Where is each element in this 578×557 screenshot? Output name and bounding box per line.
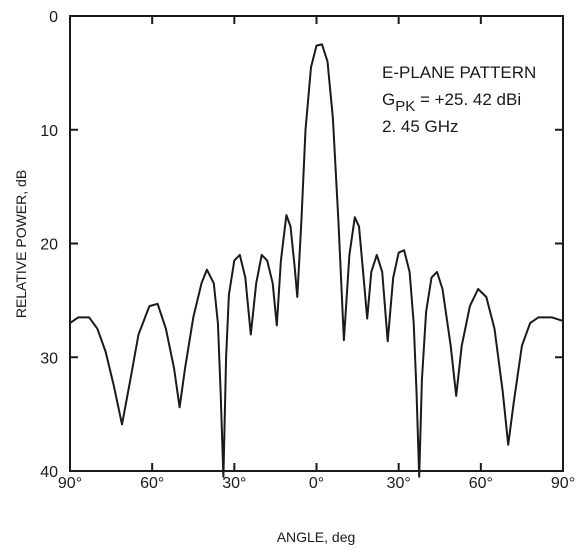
x-tick-label: 90° xyxy=(551,475,575,492)
x-tick-label: 90° xyxy=(58,475,82,492)
x-tick-label: 60° xyxy=(140,475,164,492)
y-tick-label: 20 xyxy=(40,237,58,254)
tick-marks xyxy=(69,15,564,472)
annotation-line-1: E-PLANE PATTERN xyxy=(382,63,536,82)
x-tick-label: 60° xyxy=(469,475,493,492)
x-tick-label: 30° xyxy=(222,475,246,492)
y-tick-label: 40 xyxy=(40,464,58,481)
y-tick-label: 30 xyxy=(40,350,58,367)
annotation-line-2: GPK = +25. 42 dBi xyxy=(382,90,521,115)
gain-symbol: G xyxy=(382,90,395,109)
series-line xyxy=(69,43,564,478)
gain-subscript: PK xyxy=(395,98,415,115)
plot-frame xyxy=(69,15,564,472)
annotation-box: E-PLANE PATTERN GPK = +25. 42 dBi 2. 45 … xyxy=(382,63,536,136)
tick-labels: 90° 60° 30° 0° 30° 60° 90° 0 10 20 30 40 xyxy=(40,9,575,492)
annotation-line-3: 2. 45 GHz xyxy=(382,117,459,136)
x-axis-label: ANGLE, deg xyxy=(277,529,356,545)
y-tick-label: 10 xyxy=(40,123,58,140)
gain-value: = +25. 42 dBi xyxy=(415,90,521,109)
y-axis-label: RELATIVE POWER, dB xyxy=(13,170,29,318)
y-tick-label: 0 xyxy=(49,9,58,26)
x-tick-label: 30° xyxy=(387,475,411,492)
x-tick-label: 0° xyxy=(309,475,324,492)
